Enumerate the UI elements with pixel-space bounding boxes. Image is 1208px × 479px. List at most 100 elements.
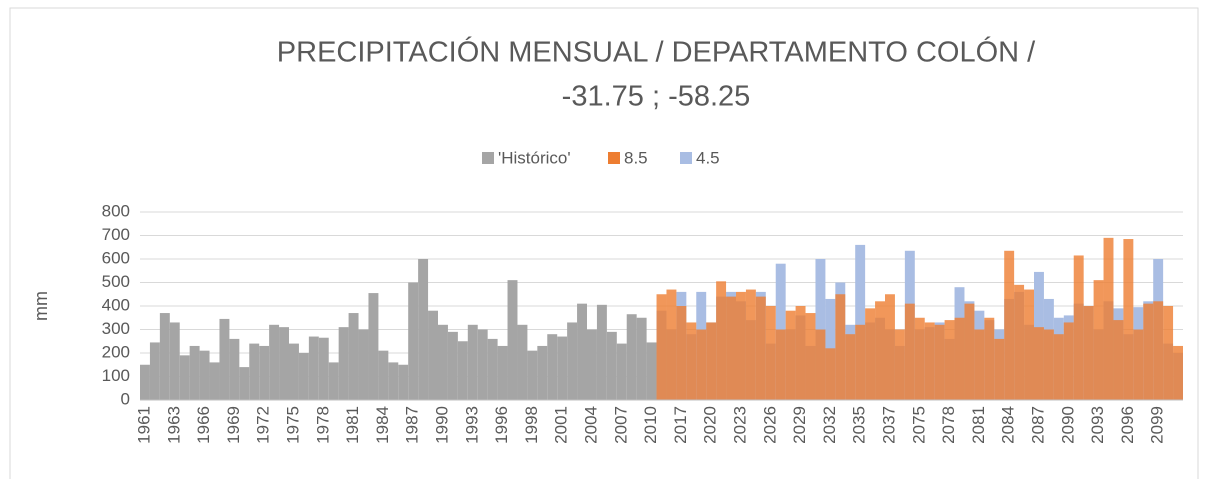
x-tick-label: 2007	[611, 406, 630, 444]
x-tick-label: 1990	[432, 406, 451, 444]
bar	[487, 338, 498, 400]
legend-swatch	[482, 152, 494, 164]
bar	[706, 322, 717, 400]
y-tick-label: 700	[102, 225, 130, 244]
x-tick-label: 2093	[1088, 406, 1107, 444]
bar	[974, 329, 985, 400]
bar	[408, 282, 419, 400]
legend-swatch	[680, 152, 692, 164]
bar	[567, 322, 578, 400]
bar	[249, 343, 260, 400]
bar	[1034, 327, 1044, 400]
bar	[1053, 334, 1064, 400]
bar	[1143, 303, 1154, 400]
bar	[815, 329, 826, 400]
bar	[1133, 329, 1144, 400]
x-tick-label: 1975	[283, 406, 302, 444]
bar	[517, 324, 528, 400]
bar	[1173, 345, 1183, 400]
bar	[199, 350, 210, 400]
bar	[1014, 284, 1025, 400]
bar	[140, 364, 150, 400]
bar	[914, 317, 925, 400]
bar	[716, 281, 727, 400]
bar	[845, 334, 856, 400]
y-tick-label: 100	[102, 366, 130, 385]
y-tick-label: 600	[102, 248, 130, 267]
bar	[885, 294, 895, 400]
bar	[1123, 239, 1134, 400]
bar	[596, 304, 607, 400]
bar	[755, 296, 766, 400]
bar	[418, 259, 429, 400]
bar	[994, 338, 1005, 400]
bar	[497, 345, 508, 400]
x-tick-label: 2096	[1118, 406, 1137, 444]
bar	[378, 350, 389, 400]
bar	[825, 348, 836, 400]
bar	[428, 310, 438, 400]
bar	[438, 324, 448, 400]
y-tick-label: 0	[121, 389, 130, 408]
bar	[527, 350, 538, 400]
bar	[219, 318, 230, 400]
bar	[279, 327, 289, 400]
bar	[696, 329, 707, 400]
bar	[785, 310, 796, 400]
legend-label: 8.5	[624, 148, 648, 167]
x-tick-label: 2075	[909, 406, 928, 444]
x-tick-label: 1969	[224, 406, 243, 444]
bar	[686, 322, 697, 400]
bar	[855, 244, 866, 400]
bar	[964, 303, 975, 400]
x-tick-label: 2035	[850, 406, 869, 444]
bar	[259, 345, 270, 400]
bar	[1083, 306, 1094, 400]
x-tick-label: 1996	[492, 406, 511, 444]
bar	[924, 322, 935, 400]
x-tick-label: 2078	[939, 406, 958, 444]
y-tick-label: 800	[102, 201, 130, 220]
y-tick-label: 300	[102, 319, 130, 338]
bar	[875, 301, 885, 400]
bar	[269, 324, 280, 400]
bar	[149, 342, 160, 400]
bar	[368, 293, 379, 400]
x-tick-label: 1966	[194, 406, 213, 444]
bar	[855, 324, 866, 400]
x-tick-label: 2090	[1058, 406, 1077, 444]
bar	[169, 322, 180, 400]
bar	[606, 331, 617, 400]
bar	[894, 329, 905, 400]
bar	[179, 355, 190, 400]
x-tick-label: 2084	[999, 406, 1018, 444]
bar	[308, 336, 319, 400]
x-tick-label: 1972	[254, 406, 273, 444]
bar	[507, 280, 518, 400]
bar	[775, 329, 786, 400]
x-tick-label: 1987	[403, 406, 422, 444]
legend-swatch	[608, 152, 620, 164]
bar	[348, 313, 359, 400]
bar	[765, 306, 776, 400]
legend-label: 4.5	[696, 148, 720, 167]
bar	[338, 327, 349, 400]
bar	[467, 324, 478, 400]
x-tick-label: 2081	[969, 406, 988, 444]
x-tick-label: 1961	[134, 406, 153, 444]
bar	[1004, 250, 1015, 400]
bar	[457, 341, 468, 400]
y-axis-label: mm	[31, 291, 51, 321]
x-tick-label: 2010	[641, 406, 660, 444]
bar	[666, 289, 677, 400]
bar	[398, 364, 409, 400]
bar	[358, 329, 369, 400]
x-tick-label: 2004	[581, 406, 600, 444]
bar	[229, 338, 240, 400]
y-tick-label: 200	[102, 342, 130, 361]
bar	[577, 303, 587, 400]
x-tick-label: 2032	[820, 406, 839, 444]
x-tick-label: 2023	[730, 406, 749, 444]
x-tick-label: 2001	[552, 406, 571, 444]
bar	[726, 296, 736, 400]
